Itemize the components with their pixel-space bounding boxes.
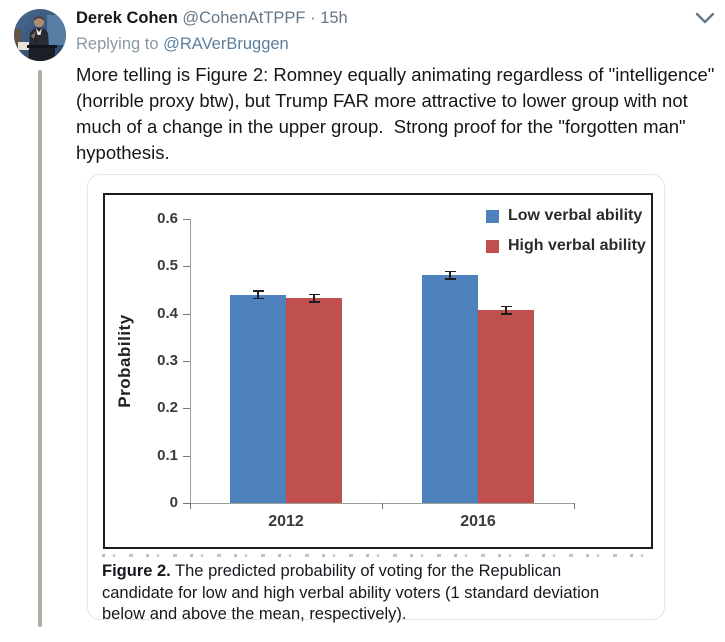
separator-dot: ·: [310, 9, 316, 27]
y-axis-tick: [183, 408, 190, 410]
bar-high-2016: [478, 310, 534, 503]
legend-label: High verbal ability: [508, 237, 646, 254]
x-axis-tick: [382, 503, 383, 509]
tweet-body-text: More telling is Figure 2: Romney equally…: [76, 64, 715, 163]
y-axis-tick: [183, 219, 190, 220]
error-bar-line: [449, 271, 451, 280]
error-bar-cap: [500, 305, 512, 308]
y-axis-tick-label: 0.4: [157, 304, 178, 322]
chevron-down-icon: [695, 12, 715, 24]
bar-high-2012: [286, 298, 342, 503]
error-bar-cap: [308, 301, 320, 303]
plot-area: Probability Low verbal ability High verba…: [105, 195, 651, 547]
y-axis-tick: [183, 313, 190, 315]
figure-caption-text: The predicted probability of voting for …: [102, 562, 600, 623]
y-axis-tick-label: 0.6: [157, 210, 178, 227]
y-axis-tick: [183, 455, 190, 457]
x-axis-category-label: 2016: [460, 513, 496, 530]
tweet-menu-button[interactable]: [695, 12, 715, 26]
error-bar-cap: [252, 290, 264, 292]
figure-caption: Figure 2. The predicted probability of v…: [102, 561, 654, 626]
y-axis-tick: [183, 503, 190, 504]
figure-caption-label: Figure 2.: [102, 562, 171, 580]
author-name[interactable]: Derek Cohen: [76, 9, 178, 27]
y-axis-tick-label: 0: [169, 494, 178, 511]
y-axis-tick-label: 0.2: [157, 399, 178, 417]
bar-chart: Probability Low verbal ability High verba…: [103, 193, 653, 549]
avatar-photo: [14, 9, 66, 61]
thread-connector-line: [38, 70, 42, 627]
bar-low-2012: [230, 294, 286, 503]
y-axis-tick-label: 0.1: [157, 446, 178, 464]
legend-label: Low verbal ability: [508, 207, 643, 224]
timestamp[interactable]: 15h: [320, 9, 348, 27]
clipped-text-artifact: [102, 554, 648, 557]
x-axis-tick: [190, 503, 191, 509]
legend-entry: Low verbal ability: [486, 207, 646, 225]
y-axis-tick-label: 0.5: [157, 257, 178, 275]
error-bar-cap: [308, 293, 320, 295]
replying-to-handle[interactable]: @RAVerBruggen: [163, 35, 289, 53]
bar-low-2016: [422, 275, 478, 503]
error-bar-line: [313, 294, 315, 302]
y-axis-tick-label: 0.3: [157, 352, 178, 369]
error-bar-cap: [252, 297, 264, 300]
chart-legend: Low verbal ability High verbal ability: [486, 207, 646, 267]
avatar[interactable]: [14, 9, 66, 61]
x-axis-category-label: 2012: [268, 513, 304, 530]
tweet-image-card[interactable]: Probability Low verbal ability High verba…: [87, 174, 665, 623]
y-axis-line: [190, 219, 191, 503]
tweet-header: Derek Cohen @CohenAtTPPF · 15h: [76, 9, 676, 28]
legend-swatch: [486, 239, 499, 253]
error-bar-line: [505, 306, 507, 315]
error-bar-cap: [444, 278, 456, 280]
replying-to-prefix: Replying to: [76, 35, 164, 53]
error-bar-cap: [500, 313, 512, 315]
legend-entry: High verbal ability: [486, 237, 646, 255]
error-bar-cap: [444, 270, 456, 273]
x-axis-tick: [574, 503, 575, 509]
error-bar-line: [257, 290, 259, 299]
legend-swatch: [486, 209, 499, 223]
y-axis-tick: [183, 361, 190, 362]
author-handle[interactable]: @CohenAtTPPF: [182, 9, 306, 27]
replying-to-line: Replying to @RAVerBruggen: [76, 35, 289, 54]
y-axis-tick: [183, 266, 190, 268]
